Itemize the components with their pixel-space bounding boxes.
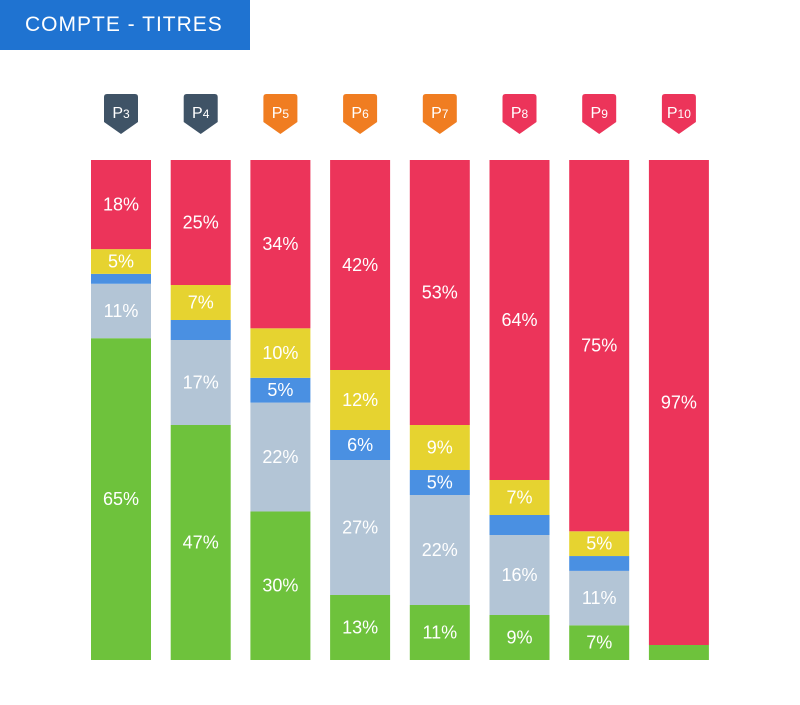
bar-segment-blue-p3: [91, 273, 151, 284]
data-label: 13%: [342, 618, 378, 638]
category-label: P4: [192, 105, 210, 122]
bar-segment-green-p3: [91, 338, 151, 660]
badge-p7: [422, 94, 457, 134]
bar-segment-green-p8: [489, 615, 550, 660]
category-label: P3: [112, 105, 130, 122]
data-label: 7%: [188, 293, 214, 313]
data-label: 5%: [108, 251, 134, 271]
bar-segment-blue-p4: [170, 320, 231, 340]
data-label: 9%: [506, 628, 532, 648]
data-label: 22%: [422, 540, 458, 560]
labels: 65% 11% 5% 18% 47% 17% 7% 25% 30% 22% 5% 10% 34% 13% 2…: [103, 195, 697, 653]
bar-segment-red-p8: [489, 160, 550, 480]
bar-segment-yellow-p8: [489, 480, 550, 515]
category-label: P9: [591, 105, 609, 122]
bar-segment-yellow-p5: [250, 328, 311, 378]
bar-segment-blue-p5: [250, 377, 311, 403]
bar-segment-green-p10: [648, 645, 709, 660]
badge-p8: [502, 94, 537, 134]
bar-segment-yellow-p4: [170, 285, 231, 320]
bar-segment-grey-p8: [489, 535, 550, 615]
data-label: 27%: [342, 518, 378, 538]
bar-segment-red-p10: [648, 160, 709, 645]
bar-segment-blue-p7: [409, 470, 470, 495]
badge-p6: [343, 94, 378, 134]
bar-segment-blue-p8: [489, 515, 550, 535]
bar-segment-green-p7: [409, 605, 470, 660]
data-label: 22%: [262, 447, 298, 467]
bar-segment-red-p7: [409, 160, 470, 425]
data-label: 65%: [103, 489, 139, 509]
data-label: 7%: [506, 488, 532, 508]
category-label: P8: [511, 105, 529, 122]
data-label: 34%: [262, 234, 298, 254]
data-label: 53%: [422, 283, 458, 303]
badge-p9: [582, 94, 617, 134]
category-label: P6: [351, 105, 369, 122]
data-label: 75%: [581, 336, 617, 356]
bar-segment-yellow-p3: [91, 249, 151, 274]
category-label: P7: [431, 105, 449, 122]
badges: P3 P4 P5 P6 P7 P8 P9 P10: [104, 94, 696, 134]
bar-segment-grey-p6: [330, 460, 391, 595]
bar-segment-grey-p4: [170, 340, 231, 425]
bar-segment-grey-p5: [250, 402, 311, 512]
data-label: 16%: [501, 565, 537, 585]
bar-segment-green-p4: [170, 425, 231, 660]
data-label: 11%: [422, 623, 457, 643]
data-label: 9%: [427, 438, 453, 458]
bar-segment-blue-p6: [330, 430, 391, 460]
data-label: 11%: [582, 588, 617, 608]
data-label: 5%: [267, 380, 293, 400]
bar-segment-red-p6: [330, 160, 391, 370]
data-label: 42%: [342, 255, 378, 275]
bar-segment-green-p6: [330, 595, 391, 660]
bar-segment-red-p3: [91, 160, 151, 250]
data-label: 17%: [183, 373, 219, 393]
bar-segment-red-p4: [170, 160, 231, 285]
bar-segment-red-p5: [250, 160, 311, 329]
chart-title: COMPTE - TITRES: [0, 0, 250, 50]
bar-segment-yellow-p9: [569, 531, 630, 557]
bar-segment-blue-p9: [569, 556, 630, 571]
data-label: 12%: [342, 390, 378, 410]
data-label: 11%: [104, 301, 139, 321]
data-label: 97%: [661, 393, 697, 413]
data-label: 5%: [586, 534, 612, 554]
data-label: 7%: [586, 633, 612, 653]
data-label: 6%: [347, 435, 373, 455]
data-label: 30%: [262, 576, 298, 596]
category-label: P10: [667, 105, 691, 122]
badge-p4: [183, 94, 218, 134]
data-label: 18%: [103, 195, 139, 215]
bars: [91, 160, 709, 660]
data-label: 25%: [183, 213, 219, 233]
bar-segment-grey-p3: [91, 283, 151, 339]
data-label: 47%: [183, 533, 219, 553]
category-label: P5: [272, 105, 290, 122]
bar-segment-red-p9: [569, 160, 630, 532]
bar-segment-green-p9: [569, 625, 630, 660]
bar-segment-grey-p7: [409, 495, 470, 605]
badge-p10: [661, 94, 696, 134]
badge-p5: [263, 94, 298, 134]
bar-segment-yellow-p7: [409, 425, 470, 470]
bar-segment-yellow-p6: [330, 370, 391, 430]
badge-p3: [104, 94, 138, 134]
data-label: 10%: [262, 343, 298, 363]
bar-segment-grey-p9: [569, 570, 630, 626]
data-label: 5%: [427, 473, 453, 493]
data-label: 64%: [501, 310, 537, 330]
bar-segment-green-p5: [250, 511, 311, 660]
